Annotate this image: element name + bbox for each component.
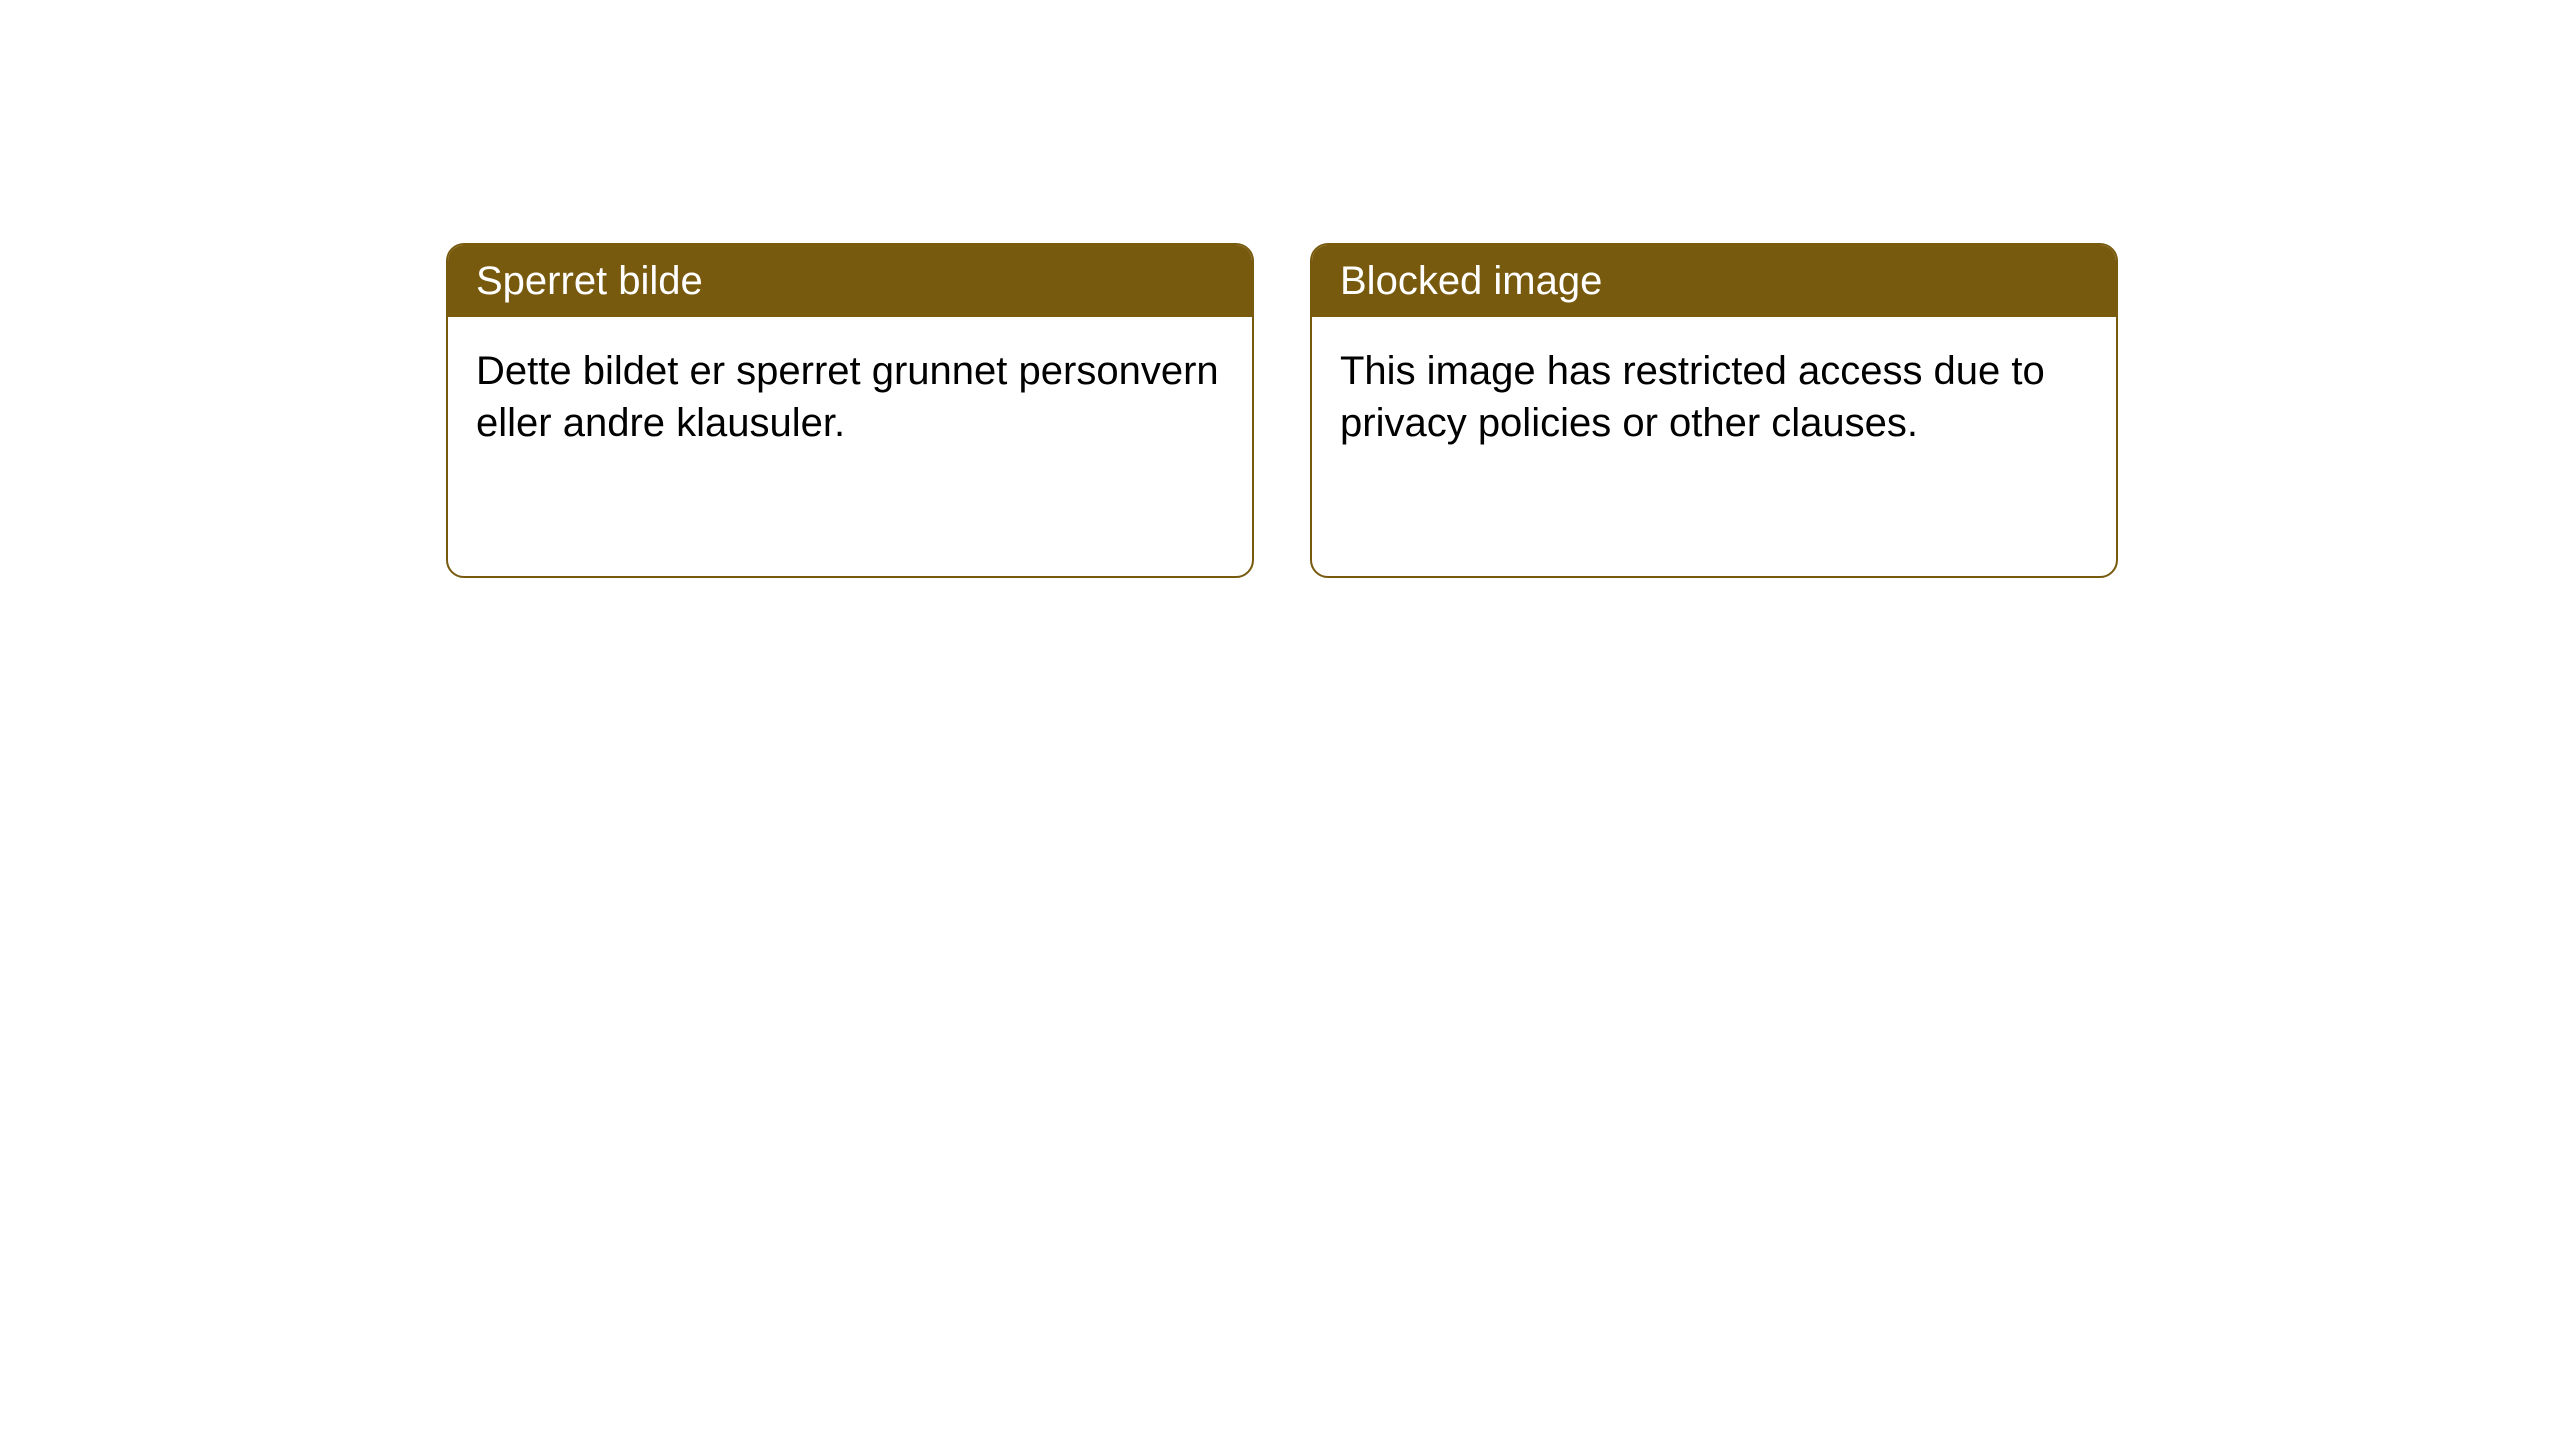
card-header: Blocked image: [1312, 245, 2116, 317]
card-body: Dette bildet er sperret grunnet personve…: [448, 317, 1252, 477]
card-header: Sperret bilde: [448, 245, 1252, 317]
notice-card-english: Blocked image This image has restricted …: [1310, 243, 2118, 578]
notice-container: Sperret bilde Dette bildet er sperret gr…: [0, 0, 2560, 578]
card-body: This image has restricted access due to …: [1312, 317, 2116, 477]
notice-card-norwegian: Sperret bilde Dette bildet er sperret gr…: [446, 243, 1254, 578]
